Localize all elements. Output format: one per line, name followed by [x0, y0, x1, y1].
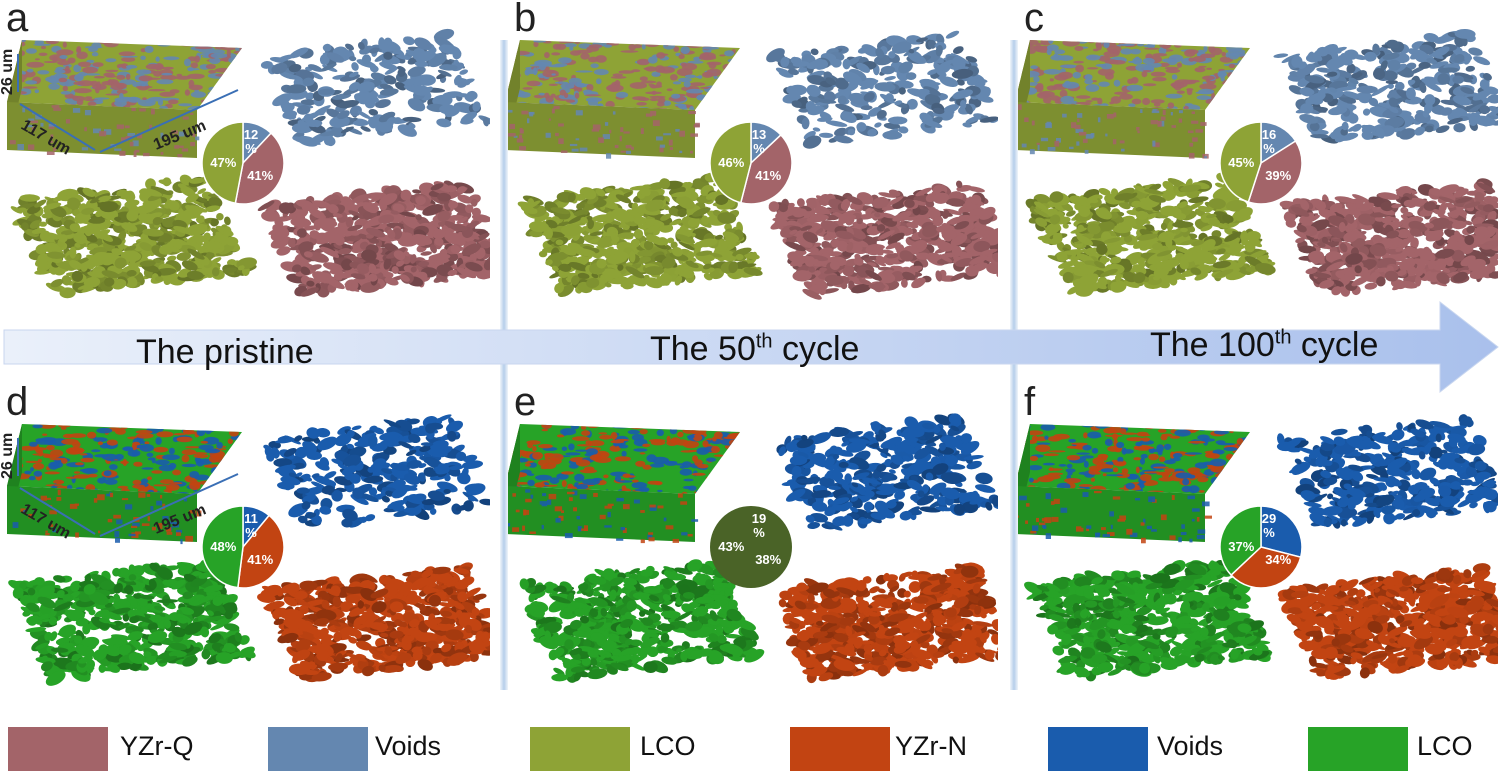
pie-label-voids: 12% — [244, 127, 258, 156]
panel-letter: b — [514, 0, 537, 40]
pie-slice-lco — [1219, 121, 1262, 203]
phase-pie-chart: 11 % 41% 48% — [201, 505, 285, 589]
panel-e: e 19% 38% 43% — [505, 380, 1018, 734]
phase-pie-chart: 13 % 41% 46% — [709, 121, 793, 205]
pie-slice-voids — [1260, 505, 1303, 559]
phase-pie-chart: 12 % 41% 47% — [201, 121, 285, 205]
pie-slice-lco — [1219, 505, 1262, 577]
pie-label-lco: 48% — [210, 539, 236, 554]
legend-swatch — [530, 727, 630, 771]
phase-pie-chart: 16 % 39% 45% — [1219, 121, 1303, 205]
pie-label-voids: 29% — [1262, 511, 1276, 540]
pie-label-voids: 16% — [1262, 127, 1276, 156]
timeline-arrow-shape — [3, 300, 1499, 394]
pie-label-lco: 47% — [210, 155, 236, 170]
legend-swatch — [8, 727, 108, 771]
pie-label-voids: 19% — [752, 511, 766, 540]
timeline-arrow: The pristine The 50th cycle The 100th cy… — [0, 300, 1500, 395]
pie-label-lco: 46% — [718, 155, 744, 170]
composite-volume — [1015, 424, 1250, 544]
phase-pie-chart: 29 % 34% 37% — [1219, 505, 1303, 589]
legend-swatch — [1048, 727, 1148, 771]
dimension-depth: 26 um — [0, 433, 16, 479]
legend-swatch — [1308, 727, 1408, 771]
pie-label-yzr: 38% — [755, 552, 781, 567]
phase-pie-chart: 19 % 38% 43% — [710, 506, 792, 588]
legend-swatch — [268, 727, 368, 771]
yzr-volume — [778, 562, 1018, 684]
voids-volume — [1276, 414, 1500, 529]
voids-volume — [776, 413, 1003, 531]
legend-label: LCO — [1417, 731, 1473, 761]
dimension-depth: 26 um — [0, 49, 16, 95]
voids-volume — [260, 28, 498, 147]
label-pristine: The pristine — [136, 333, 314, 371]
panel-f-figure: 29 % 34% 37% — [1015, 414, 1500, 682]
pie-slice-yzr — [739, 133, 793, 205]
lco-volume — [8, 558, 256, 686]
composite-volume — [505, 424, 740, 544]
panel-b-figure: 13 % 41% 46% — [505, 30, 1017, 300]
lco-volume — [517, 172, 763, 298]
pie-label-lco: 37% — [1228, 539, 1254, 554]
lco-volume — [10, 174, 257, 299]
panel-d: d 11% 41% 48% 26 um 117 um 195 um — [0, 380, 516, 734]
pie-label-voids: 13% — [752, 127, 766, 156]
pie-slice-yzr — [1230, 546, 1302, 589]
pie-label-lco: 43% — [718, 539, 744, 554]
panel-b: b 13% 41% 46% — [505, 0, 1017, 350]
lco-volume — [1025, 172, 1276, 297]
pie-slice-lco — [709, 121, 752, 204]
legend: YZr-Q Voids LCO YZr-N Voids LCO — [0, 727, 1500, 775]
legend-label: Voids — [1157, 731, 1224, 761]
composite-volume — [505, 40, 740, 159]
label-50th-cycle: The 50th cycle — [650, 330, 860, 368]
lco-volume — [519, 559, 765, 683]
pie-slice-yzr — [1247, 139, 1303, 205]
divider-right — [1010, 40, 1018, 690]
panel-f: f 29% 34% 37% — [1015, 380, 1500, 734]
panel-letter: a — [6, 0, 29, 40]
panel-a: a 12% 41% 47% 26 um 117 um 195 um — [0, 0, 512, 350]
pie-label-yzr: 41% — [247, 552, 273, 567]
pie-slice-yzr — [234, 132, 285, 205]
yzr-volume — [768, 180, 1017, 300]
pie-label-yzr: 41% — [247, 168, 273, 183]
panel-letter: d — [6, 380, 29, 424]
panel-letter: f — [1024, 380, 1036, 424]
voids-volume — [766, 30, 999, 149]
panel-c: c 16% 39% 45% — [1015, 0, 1500, 350]
divider-left — [500, 40, 508, 690]
pie-label-yzr: 39% — [1265, 168, 1291, 183]
panel-letter: e — [514, 380, 537, 424]
pie-label-voids: 11% — [244, 511, 258, 540]
legend-swatch — [790, 727, 890, 771]
yzr-volume — [257, 562, 516, 683]
legend-label: Voids — [375, 731, 442, 761]
legend-label: LCO — [640, 731, 696, 761]
panel-letter: c — [1024, 0, 1044, 40]
pie-slice-lco — [201, 121, 244, 205]
legend-label: YZr-Q — [120, 731, 194, 761]
pie-slice-yzr — [237, 514, 285, 589]
voids-volume — [1273, 28, 1500, 144]
panel-e-figure: 19 % 38% 43% — [505, 413, 1018, 684]
label-100th-cycle: The 100th cycle — [1150, 326, 1379, 364]
pie-label-lco: 45% — [1228, 155, 1254, 170]
yzr-volume — [1279, 178, 1500, 297]
pie-label-yzr: 34% — [1265, 552, 1291, 567]
voids-volume — [263, 414, 496, 528]
lco-volume — [1024, 559, 1273, 682]
pie-disc — [710, 506, 792, 588]
composite-volume — [1015, 40, 1250, 159]
legend-label: YZr-N — [895, 731, 967, 761]
panel-c-figure: 16 % 39% 45% — [1015, 28, 1500, 297]
pie-label-yzr: 41% — [755, 168, 781, 183]
yzr-volume — [1277, 563, 1500, 680]
pie-slice-lco — [201, 505, 244, 589]
yzr-volume — [257, 180, 512, 298]
